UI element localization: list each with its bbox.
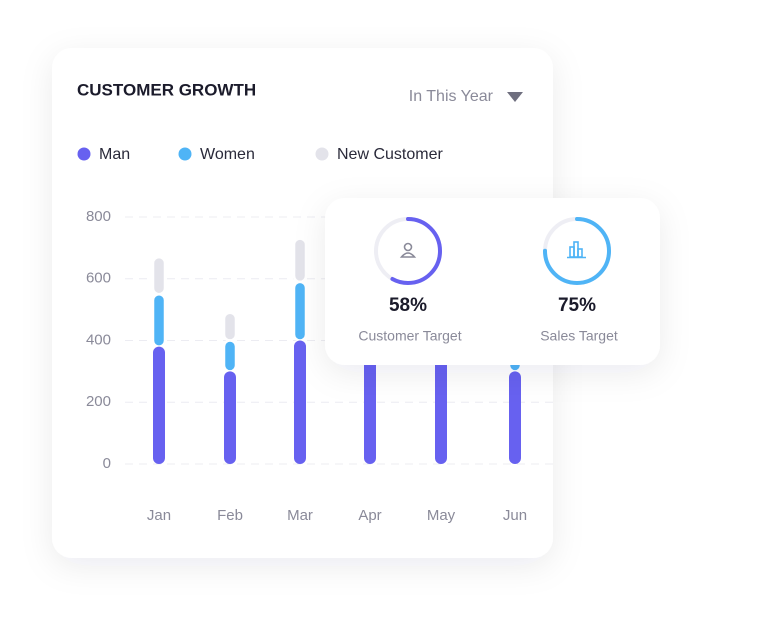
person-icon	[399, 242, 417, 258]
x-tick-label: Apr	[358, 507, 381, 524]
y-tick-label: 400	[86, 331, 111, 348]
legend-label: Women	[200, 146, 255, 163]
chart-title: CUSTOMER GROWTH	[77, 80, 256, 99]
bar-segment	[222, 339, 238, 373]
legend-marker	[315, 147, 329, 161]
bar-segment	[364, 334, 376, 464]
legend-label: Man	[99, 146, 130, 163]
dropdown-arrow[interactable]	[507, 92, 523, 102]
target-label: Sales Target	[540, 328, 618, 344]
x-tick-label: Feb	[217, 507, 243, 524]
x-tick-label: Mar	[287, 507, 313, 524]
bar-segment	[153, 346, 165, 464]
period-dropdown[interactable]: In This Year	[409, 88, 494, 105]
legend-marker	[77, 147, 91, 161]
legend-marker	[178, 147, 192, 161]
legend-label: New Customer	[337, 146, 443, 163]
target-label: Customer Target	[358, 328, 461, 344]
x-tick-label: Jan	[147, 507, 171, 524]
bar-segment	[151, 255, 167, 296]
target-value: 75%	[558, 295, 596, 316]
targets-card	[325, 198, 660, 365]
y-tick-label: 0	[103, 455, 111, 472]
target-value: 58%	[389, 295, 427, 316]
chart-icon	[567, 241, 586, 259]
target-arc	[543, 217, 611, 285]
bar-segment	[509, 371, 521, 464]
x-tick-label: May	[427, 507, 456, 524]
target-arc	[374, 217, 442, 285]
y-tick-label: 200	[86, 393, 111, 410]
bar-segment	[151, 292, 167, 348]
bar-segment	[224, 371, 236, 464]
targets: 58% Customer Target 75% Sales Target	[358, 217, 618, 344]
bar-segment	[292, 237, 308, 284]
bar-segment	[294, 340, 306, 464]
bar-segment	[292, 280, 308, 342]
y-tick-label: 600	[86, 270, 111, 287]
bar-segment	[222, 311, 238, 342]
y-tick-label: 800	[86, 208, 111, 225]
x-tick-label: Jun	[503, 507, 527, 524]
